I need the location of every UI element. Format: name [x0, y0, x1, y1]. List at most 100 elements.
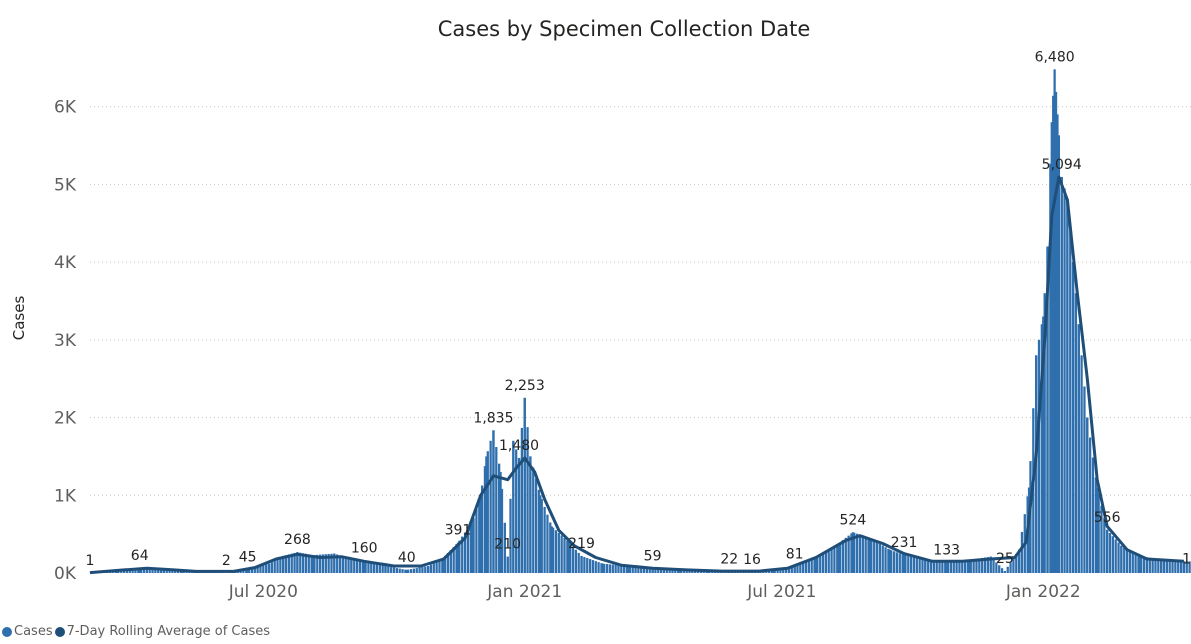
case-bar: [381, 565, 384, 573]
case-bar: [1128, 550, 1132, 573]
data-label: 133: [933, 543, 960, 559]
case-bar: [617, 565, 620, 573]
case-bar: [1125, 548, 1129, 573]
rolling-average-path: [89, 175, 1184, 575]
case-bar: [932, 561, 935, 573]
case-bar: [1123, 547, 1126, 573]
case-bar-peak: [1053, 69, 1056, 573]
data-label: 17: [1182, 552, 1191, 568]
case-bar: [549, 522, 552, 573]
case-bar-peak: [1182, 561, 1186, 573]
case-bar: [449, 550, 452, 573]
case-bar: [668, 568, 671, 573]
case-bar: [390, 567, 393, 573]
case-bar: [472, 517, 475, 573]
case-bar: [1177, 560, 1180, 573]
case-bar: [338, 555, 342, 573]
y-axis-ticks: 0K 1K 2K 3K 4K 5K 6K: [54, 98, 77, 584]
legend-item-cases[interactable]: Cases: [2, 624, 53, 639]
case-bar: [546, 514, 549, 573]
data-label: 16: [743, 552, 761, 568]
case-bar: [304, 553, 308, 573]
case-bar: [654, 568, 657, 573]
case-bar: [577, 552, 580, 573]
rolling-average-line[interactable]: [89, 175, 1184, 575]
case-bar-peak: [523, 397, 526, 573]
case-bar: [583, 557, 586, 573]
case-bar: [878, 543, 882, 573]
case-bar-peak: [888, 549, 891, 573]
case-bar: [1009, 562, 1012, 573]
case-bar: [327, 553, 330, 573]
case-bar-peak: [506, 556, 509, 573]
case-bar: [171, 569, 174, 573]
cases-bars[interactable]: [88, 69, 1191, 574]
case-bar: [881, 545, 884, 573]
case-bar: [611, 564, 614, 573]
case-bar: [1043, 293, 1046, 573]
case-bar-peak: [115, 571, 119, 573]
case-bar: [608, 564, 612, 573]
case-bar: [540, 499, 543, 573]
case-bar-peak: [512, 440, 515, 573]
case-bar: [441, 558, 444, 573]
case-bar-peak: [485, 456, 488, 573]
case-bar: [367, 561, 370, 573]
legend-item-rolling-average[interactable]: 7-Day Rolling Average of Cases: [54, 624, 270, 639]
case-bar: [901, 554, 904, 573]
case-bar: [1057, 135, 1061, 574]
case-bar: [310, 554, 313, 573]
case-bar-peak: [363, 560, 366, 573]
case-bar: [1074, 293, 1078, 573]
case-bar: [111, 571, 114, 573]
case-bar: [824, 551, 828, 573]
case-bar: [551, 527, 555, 573]
case-bar: [1054, 91, 1058, 574]
case-bar: [392, 567, 396, 573]
case-bar-peak: [1120, 545, 1123, 573]
case-bar: [833, 546, 836, 573]
case-bar: [1020, 531, 1024, 573]
case-bar: [799, 564, 802, 573]
case-bar: [316, 554, 319, 573]
case-bar: [114, 571, 117, 573]
case-bar: [412, 568, 416, 573]
case-bar: [404, 569, 407, 573]
case-bar: [361, 560, 364, 573]
case-bar: [884, 547, 887, 573]
case-bar: [853, 532, 856, 573]
case-bar-peak: [333, 553, 336, 573]
case-bar: [122, 570, 126, 573]
case-bar-peak: [945, 562, 948, 573]
case-bar: [409, 569, 413, 573]
case-bar: [341, 556, 345, 573]
case-bar: [418, 567, 421, 573]
case-bar: [509, 498, 512, 573]
x-tick-label: Jul 2021: [746, 582, 816, 602]
case-bar: [870, 538, 873, 573]
case-bar: [904, 555, 907, 573]
legend-cases-label: Cases: [14, 624, 53, 639]
case-bar: [983, 557, 987, 573]
case-bar: [554, 530, 558, 573]
x-tick-label: Jan 2021: [486, 582, 562, 602]
case-bar: [174, 570, 177, 573]
case-bar: [253, 567, 256, 573]
case-bar: [1080, 355, 1083, 573]
case-bar: [145, 568, 148, 573]
case-bar: [293, 552, 296, 573]
y-tick-label: 6K: [54, 98, 77, 118]
case-bar: [591, 560, 595, 573]
case-bar: [495, 447, 498, 573]
gridlines: [90, 106, 1191, 496]
case-bar: [978, 558, 981, 573]
case-bar: [273, 560, 276, 573]
case-bar: [571, 546, 575, 573]
case-bar: [151, 568, 154, 573]
case-bar: [489, 440, 492, 573]
case-bar: [895, 552, 899, 573]
case-bar: [375, 563, 379, 573]
case-bar: [444, 555, 447, 573]
case-bar: [1117, 542, 1120, 573]
case-bar: [770, 570, 774, 573]
